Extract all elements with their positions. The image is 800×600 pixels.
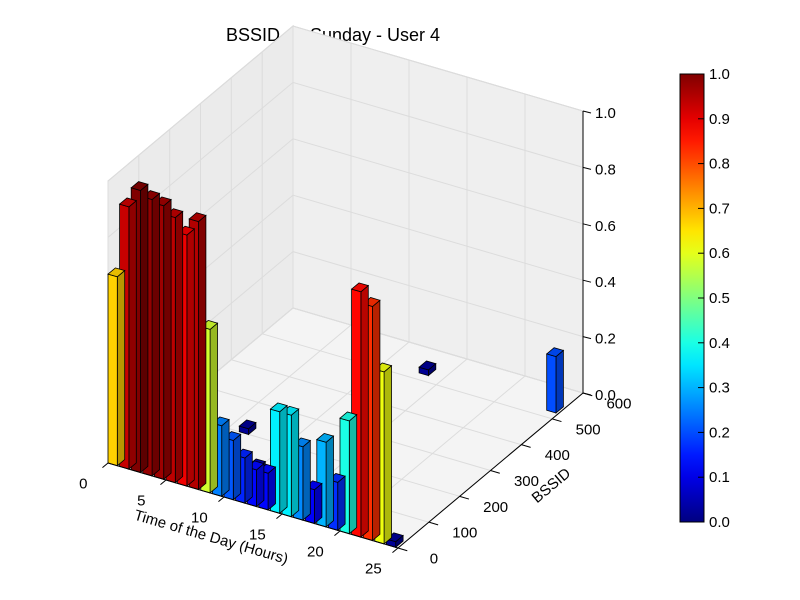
colorbar-tick-label: 0.4 [709,335,730,352]
y-tick-mark [552,418,562,423]
bar-top-face [315,432,335,443]
colorbar-tick-label: 1.0 [709,66,730,83]
bar-top-face [130,181,149,191]
y-tick-label: 500 [576,421,601,438]
x-tick-label: 20 [307,544,324,561]
bar-side-face [128,199,137,470]
bar-side-face [348,413,358,535]
colorbar: 0.0 0.1 0.2 0.3 0.4 0.5 0.6 0.7 0.8 0.9 1.0 [679,66,730,531]
y-tick-mark [459,495,470,500]
bar-side-face [337,475,346,532]
colorbar-tick-label: 0.5 [709,290,730,307]
bar-side-face [372,299,381,542]
bar [107,267,126,467]
x-tick-label: 15 [249,527,266,544]
bar-side-face [209,322,218,494]
x-axis-label: Time of the Day (Hours) [132,507,290,568]
z-tick-label: 0.6 [595,218,616,235]
y-tick-label: 200 [483,499,508,516]
y-tick-label: 600 [606,396,631,413]
colorbar-tick-label: 0.0 [709,514,730,531]
y-tick-mark [428,521,439,526]
x-tick-mark [102,462,109,469]
bar-front-face [107,273,118,467]
bar [418,360,437,377]
bar-side-face [267,466,276,511]
bar-side-face [151,192,160,477]
colorbar-tick-label: 0.2 [709,424,730,441]
bar-side-face [290,408,300,518]
bar-side-face [221,418,230,498]
bar-side-face [383,364,392,545]
bar-top-face [418,360,437,371]
z-tick-mark [582,223,592,227]
bar-top-face [545,347,565,358]
z-tick-mark [582,392,592,396]
bar-top-face [339,411,358,422]
bar [238,419,257,436]
axes-3d: 0 5 10 15 20 25 Time of the Day (Hours) 0 100 200… [79,24,631,578]
bar-top-face [238,419,257,430]
colorbar-tick-label: 0.9 [709,111,730,128]
bar-side-face [232,433,242,501]
bar-side-face [244,450,253,504]
x-tick-mark [276,513,283,520]
bar-top-face [118,197,138,208]
x-tick-mark [392,547,399,554]
z-tick-mark [582,279,592,283]
y-tick-mark [490,470,500,474]
z-tick-label: 0.0 [595,387,616,404]
bar-side-face [186,228,195,487]
bar-side-face [163,198,172,481]
colorbar-tick-label: 0.6 [709,245,730,262]
bar-side-face [360,284,369,538]
z-tick-label: 0.2 [595,331,616,348]
colorbar-tick-label: 0.8 [709,156,730,173]
y-tick-label: 300 [514,473,539,490]
colorbar-tick-label: 0.7 [709,200,730,217]
bar [545,347,565,414]
z-tick-mark [582,336,592,340]
bar-side-face [314,482,323,525]
x-tick-mark [334,530,341,537]
gridline-z [107,81,584,238]
x-axis-line [107,462,399,549]
z-tick-label: 0.8 [595,161,616,178]
x-tick-label: 10 [191,510,208,527]
bar-top-face [107,267,126,278]
x-tick-label: 5 [137,493,145,510]
bar-side-face [256,462,265,508]
x-tick-mark [218,496,225,503]
bar-top-face [350,282,370,293]
x-tick-label: 25 [365,561,382,578]
z-tick-mark [582,166,592,170]
bar-side-face [279,404,288,515]
bar-side-face [302,439,311,521]
x-tick-label: 0 [79,476,87,493]
bar-front-face [546,353,557,414]
bar-side-face [198,214,207,491]
y-tick-mark [521,444,531,448]
y-tick-label: 0 [430,551,438,568]
bar-side-face [325,435,334,528]
y-tick-label: 100 [452,525,477,542]
bar-side-face [555,349,564,414]
gridline-z [107,25,584,182]
x-tick-mark [160,479,167,486]
z-tick-label: 0.4 [595,274,616,291]
bar-side-face [140,183,149,474]
bar-side-face [116,269,126,467]
z-tick-mark [582,110,592,114]
colorbar-tick-label: 0.3 [709,380,730,397]
bar-top-face [269,402,288,413]
bar-top-face [188,212,207,223]
y-tick-mark [397,547,408,552]
colorbar-tick-label: 0.1 [709,469,730,486]
bar-side-face [174,210,184,484]
y-tick-label: 400 [545,447,570,464]
z-tick-label: 1.0 [595,105,616,122]
